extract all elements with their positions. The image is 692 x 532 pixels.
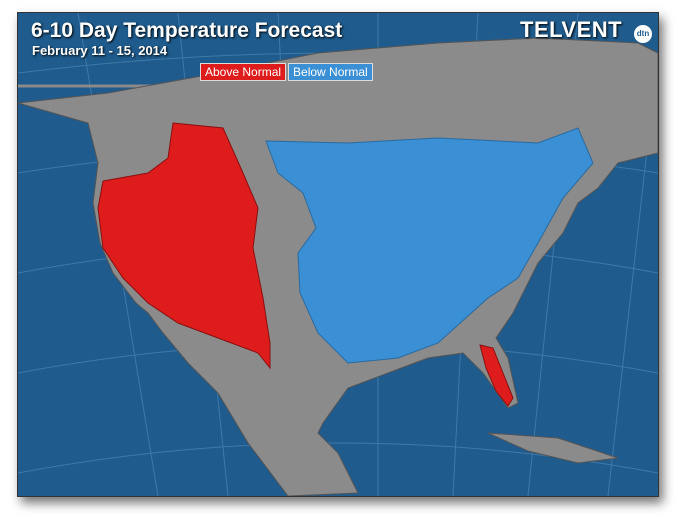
- above-normal-florida: [479, 344, 514, 407]
- above-normal-region: [97, 122, 271, 370]
- below-normal-region: [265, 127, 594, 364]
- logo: TELVENT: [520, 17, 623, 42]
- legend: Above Normal Below Normal: [200, 63, 373, 81]
- cuba: [487, 432, 619, 464]
- logo-badge: dtn: [634, 25, 652, 43]
- legend-item: Below Normal: [288, 63, 373, 81]
- title: 6-10 Day Temperature Forecast: [31, 19, 343, 42]
- subtitle: February 11 - 15, 2014: [32, 43, 168, 58]
- map-frame: 6-10 Day Temperature Forecast February 1…: [17, 12, 659, 497]
- map: [18, 13, 658, 496]
- legend-item: Above Normal: [200, 63, 287, 81]
